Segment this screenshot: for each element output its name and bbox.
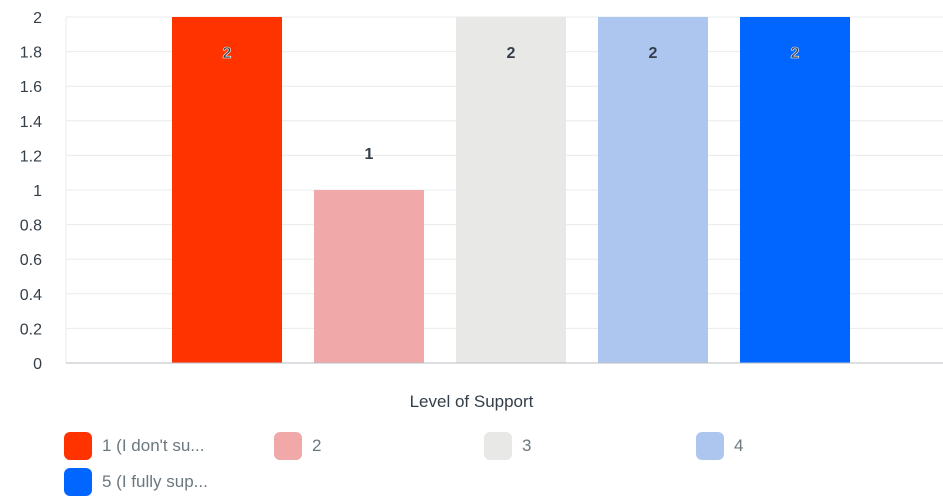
legend-swatch [64,432,92,460]
data-label: 2 [223,45,232,62]
legend-label: 5 (I fully sup... [102,472,208,491]
y-tick-label: 1.4 [20,114,42,131]
data-label: 1 [365,146,374,163]
legend-label: 4 [734,436,744,455]
legend-item[interactable]: 4 [696,432,743,460]
y-tick-label: 1.6 [20,79,42,96]
legend-item[interactable]: 5 (I fully sup... [64,468,208,496]
data-label: 2 [791,45,800,62]
bars [172,17,850,363]
data-labels: 2 1 2 2 2 [222,45,800,163]
legend-swatch [484,432,512,460]
bar[interactable] [456,17,566,363]
y-axis-ticks: 0 0.2 0.4 0.6 0.8 1 1.2 1.4 1.6 1.8 2 [20,10,42,373]
legend-item[interactable]: 2 [274,432,321,460]
data-label: 2 [507,45,516,62]
y-tick-label: 0.2 [20,321,42,338]
y-tick-label: 0.8 [20,218,42,235]
y-tick-label: 1.8 [20,45,42,62]
y-tick-label: 1.2 [20,148,42,165]
legend-label: 2 [312,436,322,455]
legend-swatch [696,432,724,460]
legend-label: 3 [522,436,532,455]
bar[interactable] [740,17,850,363]
legend-item[interactable]: 3 [484,432,531,460]
x-axis-title: Level of Support [409,392,534,411]
bar[interactable] [314,190,424,363]
legend-label: 1 (I don't su... [102,436,205,455]
y-tick-label: 0 [33,356,42,373]
data-label: 2 [649,45,658,62]
y-tick-label: 0.4 [20,287,42,304]
bar[interactable] [598,17,708,363]
y-tick-label: 1 [33,183,42,200]
bar-chart: 0 0.2 0.4 0.6 0.8 1 1.2 1.4 1.6 1.8 2 2 1 2 2 2 [20,10,943,373]
legend-item[interactable]: 1 (I don't su... [64,432,204,460]
y-tick-label: 2 [33,10,42,27]
legend-swatch [64,468,92,496]
y-tick-label: 0.6 [20,252,42,269]
bar[interactable] [172,17,282,363]
legend-swatch [274,432,302,460]
